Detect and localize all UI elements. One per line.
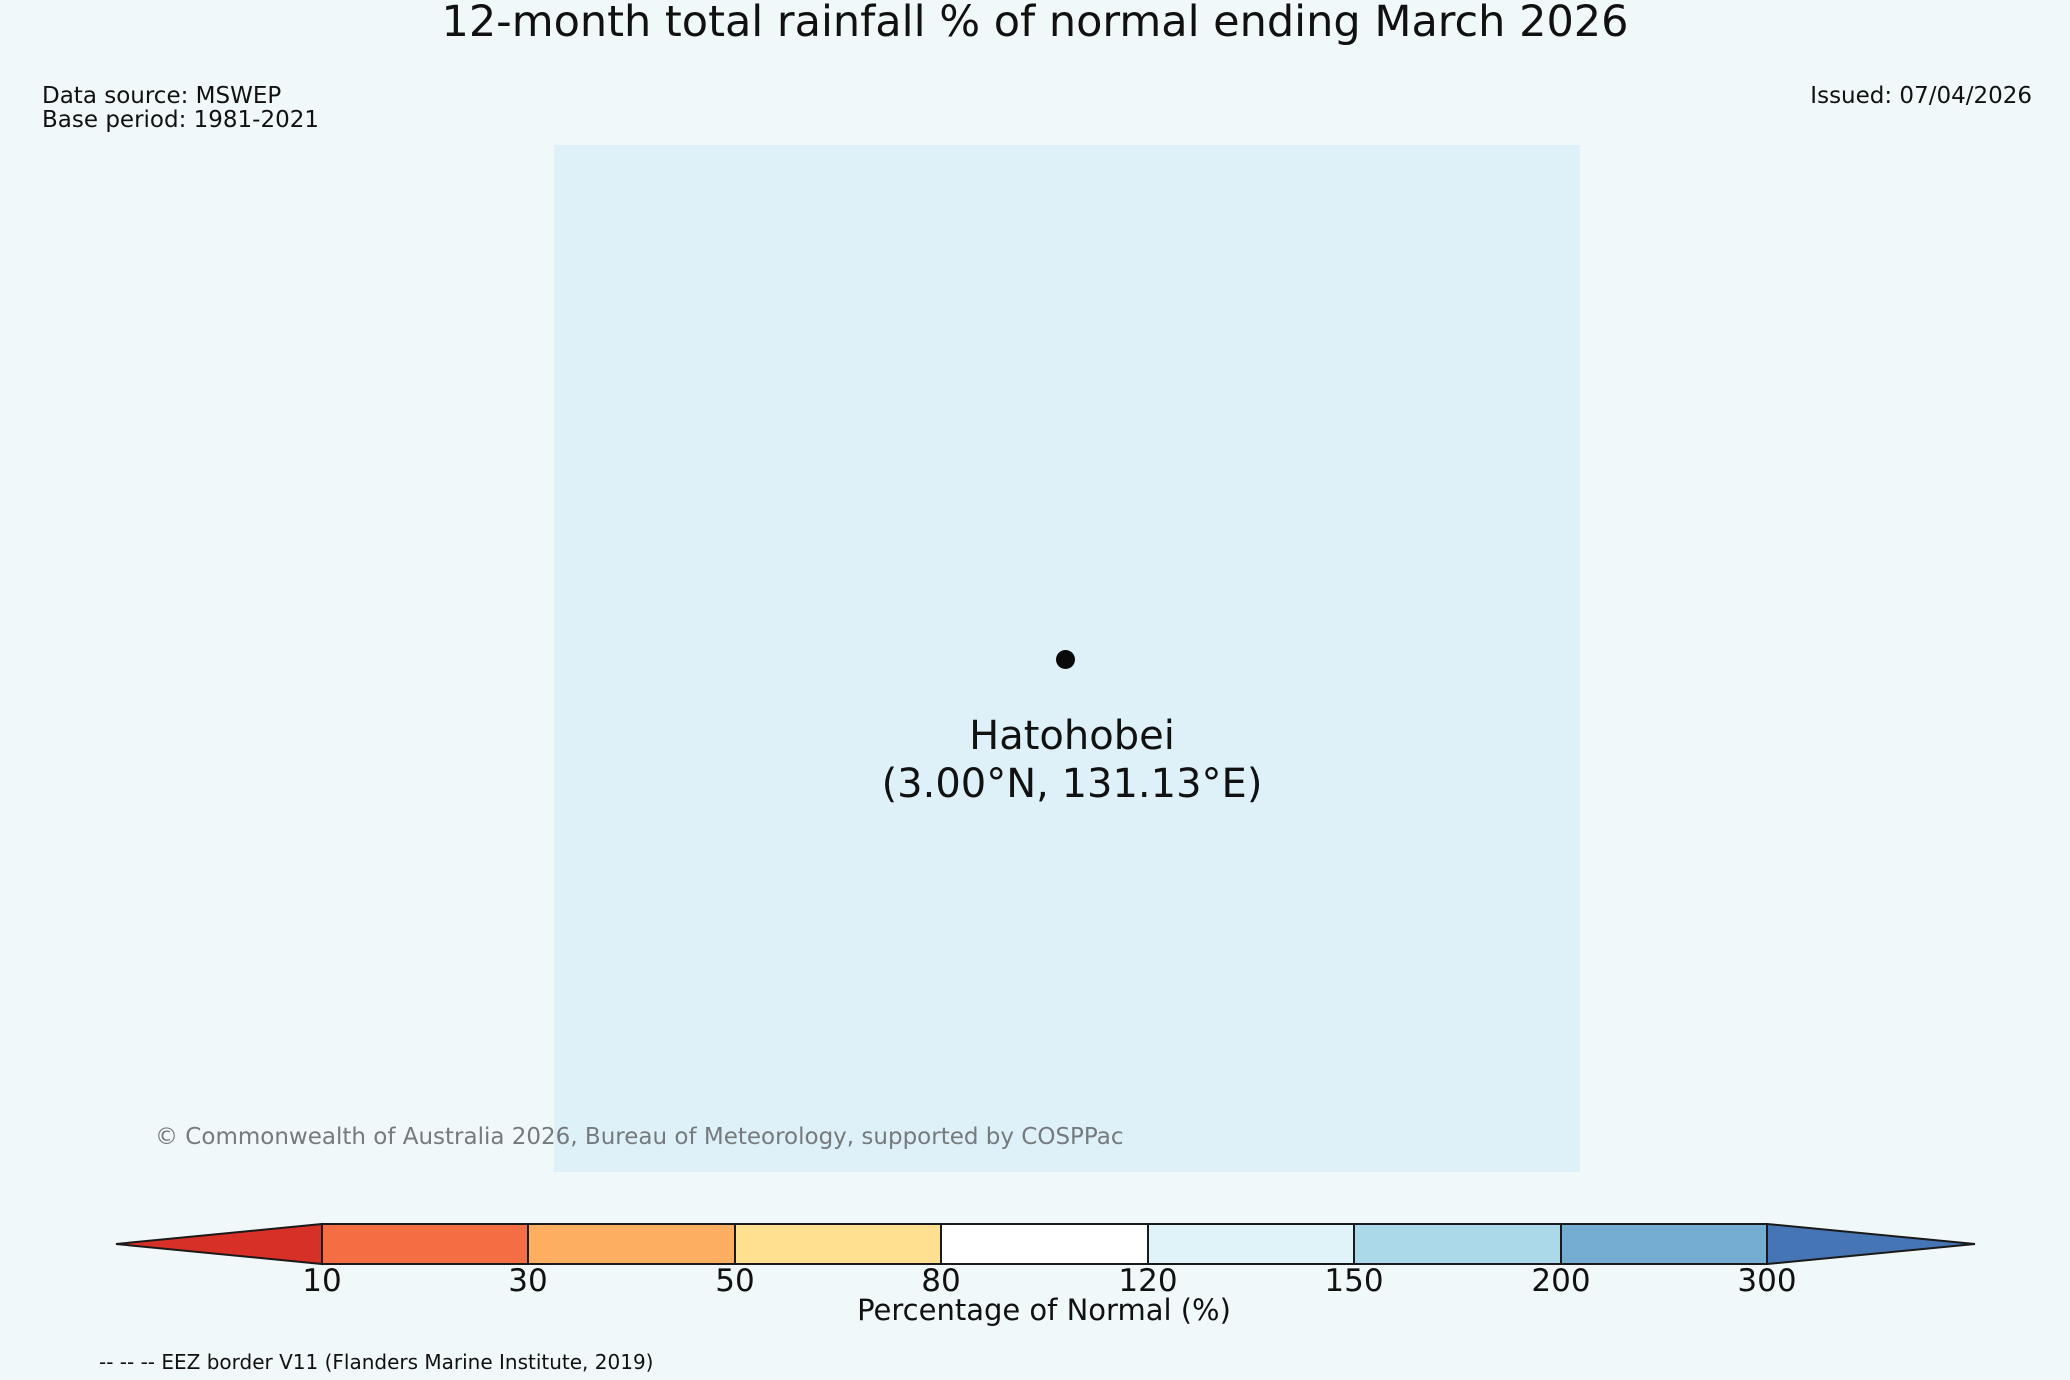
colorbar-segment — [527, 1223, 736, 1265]
colorbar-tick-label: 150 — [1324, 1263, 1384, 1299]
station-label: Hatohobei (3.00°N, 131.13°E) — [672, 712, 1472, 808]
colorbar-left-arrow — [115, 1222, 323, 1266]
issued-date: Issued: 07/04/2026 — [1810, 83, 2032, 109]
colorbar-segment — [1147, 1223, 1355, 1265]
colorbar-segment — [940, 1223, 1149, 1265]
copyright-note: © Commonwealth of Australia 2026, Bureau… — [155, 1124, 1124, 1150]
source-note: Data source: MSWEP Base period: 1981-202… — [42, 84, 319, 132]
colorbar-segment — [734, 1223, 942, 1265]
colorbar-segment — [321, 1223, 529, 1265]
colorbar-tick-label: 120 — [1118, 1263, 1178, 1299]
station-marker-dot — [1056, 650, 1075, 669]
colorbar-axis-label: Percentage of Normal (%) — [857, 1293, 1231, 1327]
colorbar-segment — [1353, 1223, 1562, 1265]
colorbar-tick-label: 300 — [1737, 1263, 1797, 1299]
colorbar-legend — [115, 1222, 1976, 1266]
page-title: 12-month total rainfall % of normal endi… — [441, 0, 1629, 47]
colorbar-tick-label: 50 — [715, 1263, 755, 1299]
colorbar-tick-label: 10 — [302, 1263, 342, 1299]
data-source-line: Data source: MSWEP — [42, 83, 282, 109]
colorbar-right-arrow — [1766, 1222, 1976, 1266]
eez-border-note: -- -- -- EEZ border V11 (Flanders Marine… — [99, 1350, 654, 1374]
station-name: Hatohobei — [969, 713, 1175, 759]
colorbar-tick-label: 200 — [1531, 1263, 1591, 1299]
base-period-line: Base period: 1981-2021 — [42, 107, 320, 133]
station-coordinates: (3.00°N, 131.13°E) — [881, 761, 1263, 807]
colorbar-segment — [1560, 1223, 1768, 1265]
colorbar-tick-label: 80 — [921, 1263, 961, 1299]
colorbar-tick-label: 30 — [508, 1263, 548, 1299]
